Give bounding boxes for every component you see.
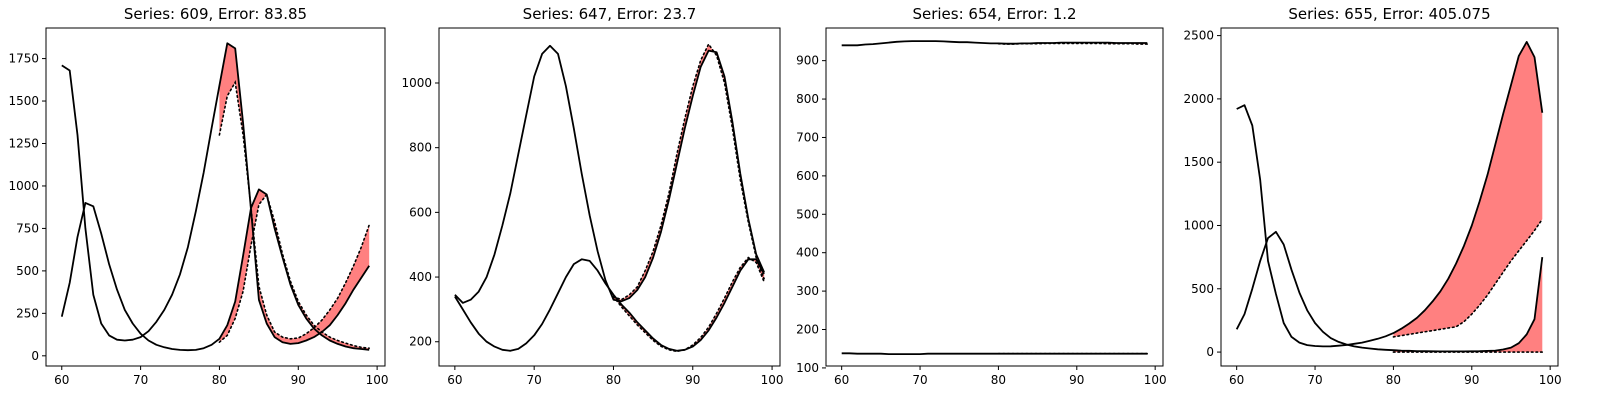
x-tick-label: 100	[366, 373, 389, 387]
y-tick-label: 800	[796, 92, 819, 106]
series-line-1	[60, 188, 370, 352]
y-tick-label: 600	[796, 169, 819, 183]
x-tick-label: 60	[834, 373, 849, 387]
prediction-line-2	[1392, 218, 1544, 338]
x-tick-label: 80	[212, 373, 227, 387]
chart-panel-1: 60 70 80 90 10002505007501000125015001750Ser…	[8, 5, 388, 387]
x-tick-label: 100	[1144, 373, 1167, 387]
y-tick-label: 2000	[1183, 92, 1214, 106]
x-tick-label: 70	[912, 373, 927, 387]
y-tick-label: 300	[796, 284, 819, 298]
y-tick-label: 2500	[1183, 29, 1214, 43]
y-tick-label: 400	[409, 270, 432, 284]
series-line-1	[454, 44, 765, 304]
x-tick-label: 100	[1539, 373, 1562, 387]
y-tick-label: 900	[796, 54, 819, 68]
error-band-1	[613, 44, 765, 302]
chart-title: Series: 647, Error: 23.7	[523, 5, 697, 23]
series-line-1	[1235, 230, 1544, 353]
series-line-2	[454, 258, 765, 352]
plot-frame	[1220, 27, 1559, 367]
y-tick-label: 0	[1206, 345, 1214, 359]
plot-frame	[825, 27, 1164, 367]
error-band-2	[613, 257, 765, 352]
series-line-2	[61, 42, 370, 345]
y-tick-label: 250	[16, 306, 39, 320]
chart-title: Series: 654, Error: 1.2	[912, 5, 1076, 23]
prediction-line-1	[612, 42, 765, 301]
plot-frame	[45, 27, 386, 367]
x-tick-label: 100	[761, 373, 784, 387]
error-band-2	[219, 43, 370, 344]
x-tick-label: 80	[991, 373, 1006, 387]
y-tick-label: 1000	[1183, 218, 1214, 232]
x-tick-label: 70	[133, 373, 148, 387]
y-tick-label: 800	[409, 141, 432, 155]
y-tick-label: 1500	[8, 94, 39, 108]
error-band-1	[219, 189, 370, 350]
x-tick-label: 60	[447, 373, 462, 387]
x-tick-label: 90	[1464, 373, 1479, 387]
y-tick-label: 500	[16, 264, 39, 278]
error-band-1	[1393, 257, 1543, 353]
y-tick-label: 500	[796, 207, 819, 221]
x-tick-label: 80	[1386, 373, 1401, 387]
y-tick-label: 200	[796, 323, 819, 337]
prediction-line-1	[997, 42, 1149, 45]
prediction-line-1	[218, 192, 371, 350]
x-tick-label: 60	[54, 373, 69, 387]
x-tick-label: 90	[291, 373, 306, 387]
chart-title: Series: 609, Error: 83.85	[124, 5, 307, 23]
y-tick-label: 0	[31, 349, 39, 363]
x-tick-label: 90	[1069, 373, 1084, 387]
y-tick-label: 400	[796, 246, 819, 260]
error-band-2	[1393, 41, 1543, 337]
chart-title: Series: 655, Error: 405.075	[1288, 5, 1490, 23]
x-tick-label: 60	[1229, 373, 1244, 387]
y-tick-label: 1750	[8, 52, 39, 66]
y-tick-label: 200	[409, 335, 432, 349]
y-tick-label: 1250	[8, 136, 39, 150]
series-line-2	[1236, 41, 1544, 348]
series-line-1	[841, 40, 1148, 47]
y-tick-label: 1000	[8, 179, 39, 193]
x-tick-label: 70	[527, 373, 542, 387]
y-tick-label: 500	[1191, 282, 1214, 296]
y-tick-label: 750	[16, 221, 39, 235]
x-tick-label: 90	[685, 373, 700, 387]
prediction-line-2	[612, 256, 765, 353]
plot-frame	[438, 27, 781, 367]
x-tick-label: 80	[606, 373, 621, 387]
y-tick-label: 700	[796, 130, 819, 144]
y-tick-label: 600	[409, 205, 432, 219]
y-tick-label: 100	[796, 361, 819, 375]
x-tick-label: 70	[1307, 373, 1322, 387]
prediction-line-2	[218, 80, 371, 340]
y-tick-label: 1000	[401, 76, 432, 90]
chart-panel-2: 60 70 80 90 100 200 400 600 800 1000 Series: 647, …	[401, 5, 783, 387]
y-tick-label: 1500	[1183, 155, 1214, 169]
chart-panel-3: 60 70 80 90 100 100 200 300 400 500 600 700 800 900 Se…	[796, 5, 1167, 387]
